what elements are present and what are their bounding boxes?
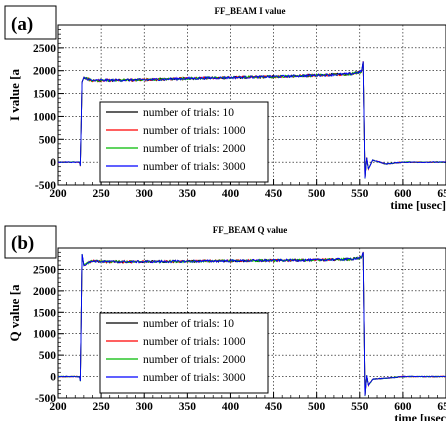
y-tick-label: 2000: [33, 286, 56, 298]
x-tick-label: 450: [265, 401, 283, 413]
y-tick-label: 500: [39, 350, 57, 362]
x-tick-label: 400: [222, 401, 240, 413]
legend-label-3: number of trials: 3000: [143, 372, 246, 384]
x-tick-label: 200: [49, 188, 67, 200]
x-tick-label: 250: [92, 401, 110, 413]
legend: number of trials: 10 number of trials: 10…: [99, 312, 269, 394]
panel-label-box: [4, 5, 57, 40]
x-tick-label: 650: [437, 188, 446, 200]
legend-box: [99, 101, 269, 183]
chart-title: FF_BEAM Q value: [213, 225, 288, 235]
legend-label-0: number of trials: 10: [143, 318, 234, 330]
x-tick-label: 200: [49, 401, 67, 413]
y-tick-label: 1000: [33, 329, 56, 341]
x-tick-label: 400: [222, 188, 240, 200]
legend-label-2: number of trials: 2000: [143, 354, 246, 366]
y-tick-label: -500: [35, 393, 56, 405]
x-tick-label: 350: [179, 188, 197, 200]
panel-label: (a): [11, 14, 33, 35]
y-tick-label: 500: [39, 134, 57, 146]
legend: number of trials: 10 number of trials: 10…: [99, 101, 269, 183]
panel-label-box: [4, 225, 57, 259]
x-tick-label: 250: [92, 188, 110, 200]
x-axis-label: time [usec: [394, 411, 446, 421]
y-tick-label: 2500: [33, 43, 56, 55]
y-tick-label: 1000: [33, 111, 56, 123]
legend-label-3: number of trials: 3000: [143, 161, 246, 173]
y-tick-label: 1500: [33, 89, 56, 101]
x-tick-label: 500: [308, 188, 326, 200]
chart-title: FF_BEAM I value: [215, 6, 286, 16]
panel-label-box-outline: [4, 5, 57, 40]
x-tick-label: 550: [351, 401, 369, 413]
x-tick-label: 300: [136, 401, 154, 413]
legend-label-1: number of trials: 1000: [143, 336, 246, 348]
x-tick-label: 600: [394, 188, 412, 200]
x-tick-label: 550: [351, 188, 369, 200]
y-tick-label: 1500: [33, 307, 56, 319]
y-axis-label: I value [a: [7, 69, 22, 122]
x-tick-label: 450: [265, 188, 283, 200]
y-tick-label: 0: [50, 157, 56, 169]
series-line-3: [57, 61, 446, 179]
x-tick-label: 650: [437, 401, 446, 413]
panel-a: FF_BEAM I value 200 250 300 350 400 450 500 550 6…: [4, 5, 446, 212]
legend-label-0: number of trials: 10: [143, 107, 234, 119]
series-line-3: [58, 252, 446, 396]
y-tick-label: 2500: [33, 264, 56, 276]
x-tick-label: 500: [308, 401, 326, 413]
y-axis-label: Q value [a: [7, 284, 22, 342]
legend-box: [99, 312, 269, 394]
x-tick-label: 600: [394, 401, 412, 413]
panel-label-box-outline: [4, 225, 57, 259]
panel-b: FF_BEAM Q value 200 250 300 350 400 450 500 550 6…: [4, 225, 446, 421]
x-tick-label: 300: [136, 188, 154, 200]
y-tick-label: 2000: [33, 66, 56, 78]
legend-label-2: number of trials: 2000: [143, 143, 246, 155]
y-tick-label: 0: [50, 372, 56, 384]
panel-label: (b): [11, 233, 34, 254]
legend-label-1: number of trials: 1000: [143, 125, 246, 137]
x-tick-label: 350: [179, 401, 197, 413]
y-tick-label: -500: [35, 180, 56, 192]
x-axis-label: time [usec]: [390, 198, 446, 212]
